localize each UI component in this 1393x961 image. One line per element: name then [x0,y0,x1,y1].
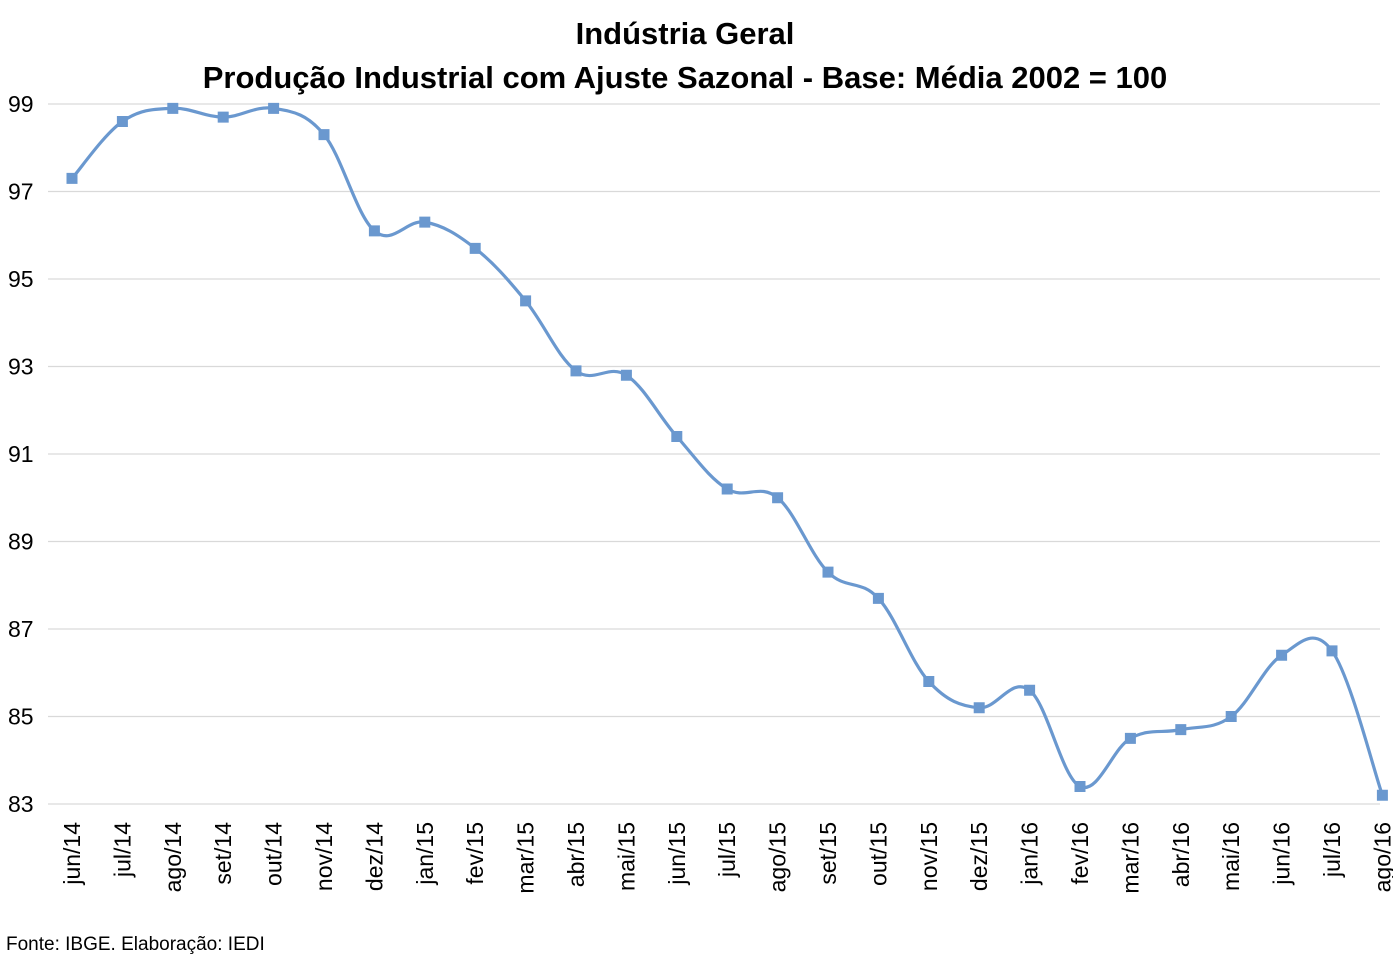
chart-title: Indústria Geral Produção Industrial com … [0,12,1370,100]
x-tick-label: ago/14 [160,822,186,893]
data-point-mar-16 [1124,732,1136,744]
data-point-jan-16 [1024,684,1036,696]
data-point-abr-15 [570,365,582,377]
series-layer [66,102,1388,801]
data-point-jan-15 [419,216,431,228]
x-tick-label: fev/15 [462,822,488,885]
data-point-nov-14 [318,129,330,141]
data-point-fev-15 [469,242,481,254]
x-tick-label: ago/16 [1369,822,1393,892]
x-tick-label: abr/15 [563,822,589,887]
x-tick-label: fev/16 [1067,822,1093,885]
data-point-nov-15 [923,676,935,687]
data-point-out-14 [268,102,280,114]
data-point-mar-15 [520,295,532,307]
data-point-ago-14 [167,102,179,114]
x-tick-label: mai/15 [613,822,639,891]
x-tick-label: mar/15 [513,822,539,894]
data-point-jun-16 [1276,649,1288,661]
x-axis: jun/14 jul/14 ago/14 set/14 out/14 nov/14 dez/… [59,822,1393,894]
y-tick-label: 97 [8,179,34,205]
data-point-jul-15 [721,483,733,495]
x-tick-label: jun/15 [664,822,690,886]
source-note: Fonte: IBGE. Elaboração: IEDI [6,934,265,955]
chart-subtitle: Produção Industrial com Ajuste Sazonal -… [202,60,1168,95]
data-point-dez-15 [973,702,985,714]
y-tick-label: 87 [8,616,34,642]
x-tick-label: nov/15 [916,822,942,891]
data-point-set-14 [217,111,229,123]
data-point-mai-15 [620,369,632,381]
line-chart: 83 85 87 89 91 93 95 97 99 jun/14 jul/14 ago/14 set… [8,91,1393,894]
x-tick-label: dez/15 [966,822,992,891]
x-tick-label: jun/14 [59,822,85,886]
y-tick-label: 89 [8,529,34,555]
x-tick-label: ago/15 [765,822,791,892]
y-tick-label: 91 [8,441,34,467]
x-tick-label: out/14 [261,822,287,886]
data-point-abr-16 [1175,724,1187,736]
data-point-fev-16 [1074,781,1086,792]
x-tick-label: jun/16 [1269,822,1295,886]
y-tick-label: 95 [8,266,34,292]
x-tick-label: set/15 [815,822,841,885]
y-tick-label: 93 [8,354,34,380]
x-tick-label: out/15 [865,822,891,886]
x-tick-label: nov/14 [311,822,337,891]
x-tick-label: dez/14 [361,822,387,891]
series-line [70,106,1384,797]
data-point-ago-16 [1376,789,1388,801]
y-axis: 83 85 87 89 91 93 95 97 99 [8,91,34,817]
x-tick-label: jan/15 [412,822,438,886]
data-point-out-15 [872,592,884,604]
data-point-jul-14 [116,116,128,127]
y-tick-label: 85 [8,704,34,730]
gridlines [48,103,1380,805]
data-point-set-15 [822,566,834,578]
x-tick-label: abr/16 [1168,822,1194,887]
x-tick-label: mar/16 [1117,822,1143,894]
x-tick-label: mai/16 [1218,822,1244,891]
y-tick-label: 83 [8,791,34,817]
data-point-jul-16 [1326,645,1338,657]
data-point-jun-14 [66,172,78,184]
data-point-jun-15 [671,431,683,442]
x-tick-label: set/14 [210,822,236,885]
x-tick-label: jan/16 [1017,822,1043,886]
data-point-mai-16 [1225,711,1237,722]
chart-title-main: Indústria Geral [575,16,795,51]
y-tick-label: 99 [8,91,34,117]
data-point-ago-15 [772,492,784,504]
data-point-dez-14 [368,225,380,237]
x-tick-label: jul/16 [1319,822,1345,878]
x-tick-label: jul/15 [714,822,740,878]
x-tick-label: jul/14 [109,822,135,878]
